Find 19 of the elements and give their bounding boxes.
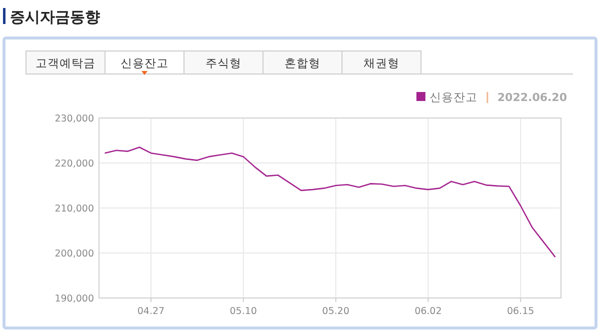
y-tick-label: 200,000	[54, 248, 94, 260]
text: 고객예탁금	[36, 56, 96, 70]
text: 주식형	[206, 56, 242, 70]
legend-label: 신용잔고	[429, 90, 478, 104]
chart-title: 증시자금동향	[10, 8, 100, 26]
text: 혼합형	[284, 56, 320, 70]
y-tick-label: 190,000	[54, 294, 94, 304]
y-tick-label: 210,000	[54, 204, 94, 214]
x-tick-label: 06.02	[414, 306, 442, 317]
x-tick-label: 04.27	[137, 306, 165, 317]
x-tick-label: 05.10	[230, 306, 257, 317]
y-tick-label: 230,000	[54, 114, 94, 124]
text: 채권형	[364, 56, 400, 70]
x-tick-label: 05.20	[322, 306, 350, 317]
y-tick-label: 220,000	[54, 158, 94, 170]
line-series	[104, 146, 556, 258]
legend: 신용잔고 2022.06.20	[416, 90, 567, 104]
text: 신용잔고	[120, 56, 168, 70]
x-tick-label: 06.15	[506, 306, 534, 317]
